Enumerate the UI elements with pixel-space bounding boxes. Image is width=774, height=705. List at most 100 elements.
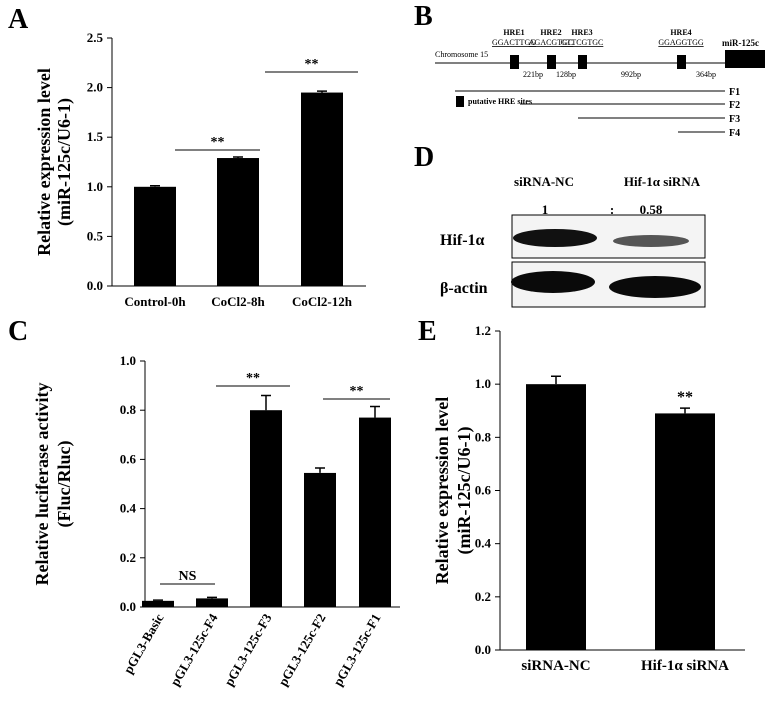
bar: [250, 410, 282, 607]
fragment-label: F1: [729, 87, 740, 98]
lane-label: Hif-1α siRNA: [624, 174, 701, 189]
bar: [304, 472, 336, 607]
y-axis-label: Relative expression level: [432, 397, 452, 585]
y-tick-label: 1.0: [87, 179, 103, 194]
error-bar: [153, 599, 163, 601]
legend-swatch: [456, 96, 464, 107]
significance: NS: [179, 569, 197, 584]
bar: [134, 186, 176, 286]
x-tick-label: pGL3-Basic: [120, 611, 166, 676]
x-tick-label: pGL3-125c-F3: [221, 611, 275, 689]
y-tick-label: 1.2: [475, 323, 491, 338]
hre-box: [677, 55, 686, 69]
hre-name: HRE3: [571, 28, 592, 37]
gene-diagram: Chromosome 15 miR-125c HRE1 HRE2 HRE3 HR…: [435, 28, 765, 139]
y-tick-label: 0.2: [120, 550, 136, 565]
y-tick-label: 0.4: [120, 501, 137, 516]
error-bar: [370, 405, 380, 418]
fragment-label: F3: [729, 114, 740, 125]
band: [609, 276, 701, 298]
ratio: 1: [542, 202, 549, 217]
panel-label: E: [418, 316, 437, 347]
distance: 992bp: [621, 70, 641, 79]
x-tick-label: Hif-1α siRNA: [641, 658, 729, 674]
row-label: Hif-1α: [440, 232, 485, 249]
y-tick-label: 0.0: [87, 278, 103, 293]
bar: [301, 92, 343, 286]
error-bar: [315, 467, 325, 473]
y-tick-label: 0.6: [120, 451, 137, 466]
y-tick-label: 2.5: [87, 30, 104, 45]
hre-name: HRE1: [503, 28, 524, 37]
ratio: 0.58: [640, 202, 663, 217]
y-tick-label: 0.8: [475, 429, 492, 444]
error-bar: [150, 185, 160, 187]
bar: [526, 384, 586, 650]
error-bar: [233, 156, 243, 159]
y-tick-label: 1.5: [87, 129, 104, 144]
distance: 128bp: [556, 70, 576, 79]
error-bar: [261, 394, 271, 411]
bar: [196, 598, 228, 607]
lane-label: siRNA-NC: [514, 174, 574, 189]
ratio: :: [610, 202, 614, 217]
y-axis-label: (miR-125c/U6-1): [54, 98, 75, 226]
y-tick-label: 1.0: [120, 353, 136, 368]
significance: **: [305, 57, 319, 72]
bar: [217, 158, 259, 286]
y-tick-label: 2.0: [87, 80, 103, 95]
significance: **: [350, 384, 364, 399]
y-axis-label: (miR-125c/U6-1): [454, 427, 475, 555]
x-tick-label: CoCl2-12h: [292, 294, 353, 309]
bar: [655, 413, 715, 650]
panel-label: A: [8, 4, 29, 35]
y-tick-label: 0.8: [120, 402, 137, 417]
distance: 221bp: [523, 70, 543, 79]
significance: **: [677, 389, 693, 406]
band: [511, 271, 595, 293]
panel-label: B: [414, 1, 433, 32]
x-tick-label: pGL3-125c-F1: [330, 611, 383, 689]
y-axis-label: Relative expression level: [34, 68, 54, 256]
band: [613, 235, 689, 247]
error-bar: [680, 407, 690, 414]
x-tick-label: siRNA-NC: [521, 658, 590, 674]
y-tick-label: 0.0: [475, 642, 491, 657]
hre-box: [578, 55, 587, 69]
fragment-label: F4: [729, 128, 740, 139]
legend-label: putative HRE sites: [468, 97, 532, 106]
x-tick-label: CoCl2-8h: [211, 294, 265, 309]
hre-seq: GTTCGTGC: [561, 38, 604, 47]
hre-name: HRE2: [540, 28, 561, 37]
western-blot: siRNA-NC Hif-1α siRNA 1 : 0.58 Hif-1α β-…: [440, 174, 706, 308]
y-tick-label: 0.6: [475, 483, 492, 498]
y-axis-label: (Fluc/Rluc): [54, 441, 75, 528]
gene-box: [725, 50, 765, 68]
x-tick-label: pGL3-125c-F2: [275, 611, 328, 689]
y-tick-label: 0.5: [87, 228, 104, 243]
hre-box: [547, 55, 556, 69]
band: [513, 229, 597, 247]
y-tick-label: 0.4: [475, 536, 492, 551]
bar: [142, 600, 174, 607]
bar: [359, 417, 391, 607]
error-bar: [207, 596, 217, 599]
error-bar: [317, 90, 327, 93]
hre-box: [510, 55, 519, 69]
chromosome-label: Chromosome 15: [435, 50, 488, 59]
hre-seq: GGACTTGG: [492, 38, 536, 47]
hre-seq: GGAGGTGG: [658, 38, 704, 47]
significance: **: [246, 371, 260, 386]
x-tick-label: pGL3-125c-F4: [167, 611, 221, 689]
hre-name: HRE4: [670, 28, 691, 37]
error-bar: [551, 375, 561, 385]
hre-seq: AGACGTGC: [529, 38, 573, 47]
y-tick-label: 0.2: [475, 589, 491, 604]
gene-label: miR-125c: [722, 38, 759, 48]
significance: **: [211, 135, 225, 150]
fragment-label: F2: [729, 100, 740, 111]
x-tick-label: Control-0h: [124, 294, 186, 309]
row-label: β-actin: [440, 280, 488, 297]
y-axis-label: Relative luciferase activity: [32, 383, 52, 586]
